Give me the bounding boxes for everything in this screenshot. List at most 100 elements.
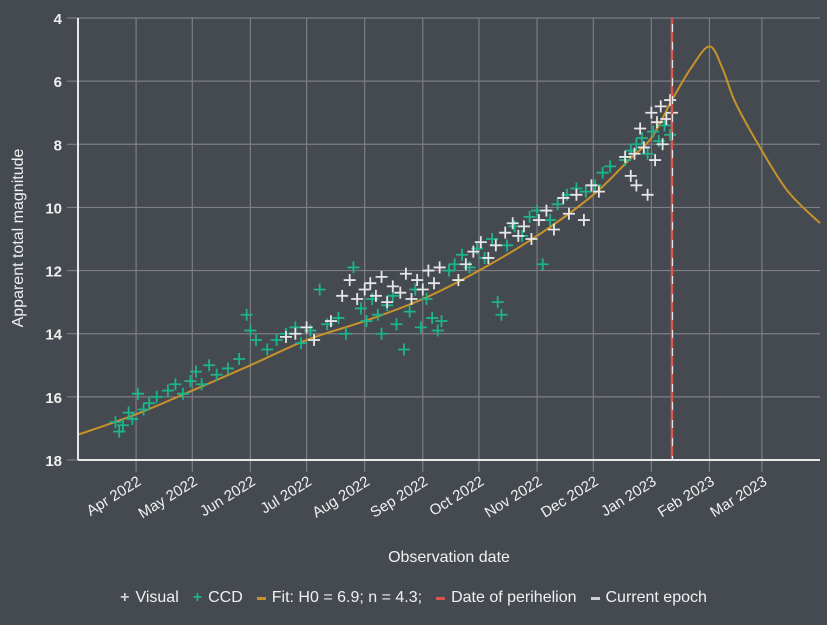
legend-label: Current epoch [605, 589, 707, 606]
x-tick-label: Jul 2022 [258, 473, 315, 517]
x-tick-label: Dec 2022 [538, 473, 601, 521]
visual-point [343, 274, 356, 287]
visual-point [411, 274, 424, 287]
visual-point [656, 138, 669, 151]
visual-point [517, 220, 530, 233]
visual-point [649, 154, 662, 167]
legend: + Visual + CCD Fit: H0 = 6.9; n = 4.3; D… [0, 589, 827, 607]
visual-point [619, 150, 632, 163]
ccd-point [143, 397, 156, 410]
visual-point [547, 223, 560, 236]
ccd-point [536, 258, 549, 271]
y-tick-label: 8 [54, 137, 62, 154]
visual-point [386, 280, 399, 293]
ccd-point [137, 403, 150, 416]
ccd-point [261, 343, 274, 356]
y-tick-label: 18 [45, 453, 62, 470]
visual-point [422, 264, 435, 277]
ccd-point [641, 147, 654, 160]
visual-point [364, 277, 377, 290]
ccd-point [403, 305, 416, 318]
x-tick-label: Oct 2022 [426, 473, 487, 520]
ccd-point [339, 327, 352, 340]
visual-point [459, 258, 472, 271]
legend-label: Fit: H0 = 6.9; n = 4.3; [271, 589, 423, 606]
ccd-point [210, 368, 223, 381]
ccd-point [398, 343, 411, 356]
legend-label: Visual [135, 589, 179, 606]
ccd-point [240, 308, 253, 321]
ccd-point [495, 308, 508, 321]
visual-point [351, 292, 364, 305]
visual-point [358, 283, 371, 296]
visual-point [660, 113, 673, 126]
ccd-point [122, 406, 135, 419]
visual-point [452, 274, 465, 287]
line-marker-icon [590, 596, 600, 600]
ccd-point [126, 412, 139, 425]
visual-point [394, 286, 407, 299]
x-tick-label: Feb 2023 [655, 473, 718, 521]
ccd-point [426, 311, 439, 324]
legend-label: CCD [208, 589, 243, 606]
visual-point [336, 289, 349, 302]
ccd-point [233, 352, 246, 365]
ccd-point [150, 390, 163, 403]
ccd-point [270, 334, 283, 347]
ccd-point [184, 375, 197, 388]
visual-point [641, 188, 654, 201]
visual-point [375, 270, 388, 283]
legend-item-visual[interactable]: + Visual [120, 589, 179, 607]
line-marker-icon [256, 596, 266, 600]
visual-point [532, 214, 545, 227]
visual-point [645, 106, 658, 119]
y-tick-label: 14 [45, 327, 62, 344]
visual-point [628, 147, 641, 160]
visual-point [630, 179, 643, 192]
visual-point [654, 100, 667, 113]
visual-point [525, 233, 538, 245]
visual-point [650, 116, 663, 129]
ccd-point [604, 160, 617, 173]
visual-point [562, 207, 575, 220]
x-tick-label: Nov 2022 [482, 473, 545, 521]
x-tick-label: Jun 2022 [197, 473, 258, 520]
y-tick-label: 10 [45, 200, 62, 217]
ccd-point [551, 198, 564, 211]
visual-point [577, 214, 590, 227]
x-tick-label: Mar 2023 [707, 473, 770, 521]
ccd-point [244, 324, 257, 337]
ccd-point [414, 321, 427, 334]
y-tick-label: 4 [54, 11, 63, 28]
ccd-point [190, 365, 203, 378]
ccd-point [332, 311, 345, 324]
visual-point [664, 94, 677, 107]
fit-curve [77, 45, 821, 436]
visual-point [433, 261, 446, 274]
legend-item-fit[interactable]: Fit: H0 = 6.9; n = 4.3; [256, 589, 423, 607]
legend-item-perihelion[interactable]: Date of perihelion [436, 589, 577, 607]
grid [78, 17, 820, 461]
ccd-point [116, 419, 129, 432]
x-tick-label: May 2022 [136, 473, 201, 522]
legend-item-current-epoch[interactable]: Current epoch [590, 589, 707, 607]
line-marker-icon [436, 596, 446, 600]
ccd-point [431, 324, 444, 337]
visual-point [506, 217, 519, 230]
ccd-point [491, 296, 504, 309]
visual-point [499, 226, 512, 239]
legend-item-ccd[interactable]: + CCD [193, 589, 243, 607]
ccd-point [448, 258, 461, 271]
ccd-point [195, 378, 208, 391]
visual-point [467, 245, 480, 258]
visual-point [279, 330, 292, 343]
visual-point [624, 169, 637, 182]
vertical-lines [670, 18, 674, 460]
plus-marker-icon: + [120, 589, 130, 606]
y-axis-title: Apparent total magnitude [10, 149, 27, 328]
x-tick-label: Sep 2022 [367, 473, 430, 521]
visual-point [428, 277, 441, 290]
ccd-point [658, 119, 671, 132]
ccd-point [360, 315, 373, 328]
